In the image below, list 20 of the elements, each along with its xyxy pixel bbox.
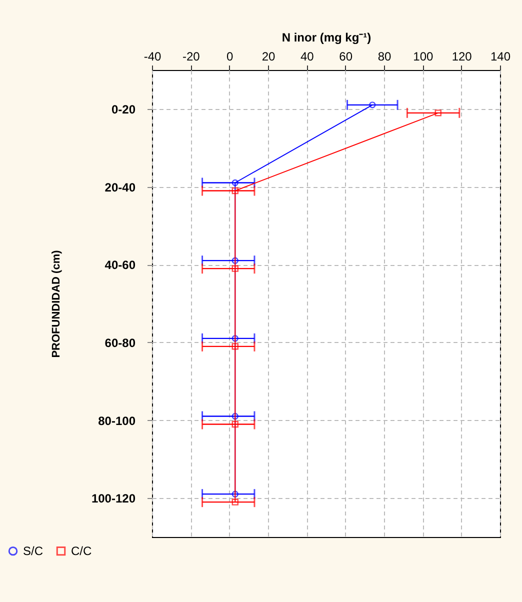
x-axis-title: N inor (mg kg⁻¹)	[282, 30, 372, 44]
legend-label: C/C	[71, 544, 92, 558]
y-axis-title: PROFUNDIDAD (cm)	[50, 250, 62, 358]
y-tick-label: 100-120	[91, 492, 136, 506]
x-tick-label: 100	[413, 50, 434, 64]
y-tick-label: 60-80	[104, 336, 136, 350]
y-tick-label: 20-40	[104, 180, 136, 194]
x-tick-label: 60	[339, 50, 353, 64]
y-tick-label: 0-20	[111, 102, 136, 116]
x-tick-label: 20	[262, 50, 276, 64]
x-tick-label: -20	[182, 50, 200, 64]
x-tick-label: 140	[490, 50, 511, 64]
x-tick-label: -40	[144, 50, 162, 64]
y-tick-label: 40-60	[104, 258, 136, 272]
y-tick-label: 80-100	[98, 414, 136, 428]
x-tick-label: 80	[378, 50, 392, 64]
x-tick-label: 40	[300, 50, 314, 64]
legend-label: S/C	[23, 544, 44, 558]
x-tick-label: 120	[452, 50, 472, 64]
x-tick-label: 0	[226, 50, 234, 64]
